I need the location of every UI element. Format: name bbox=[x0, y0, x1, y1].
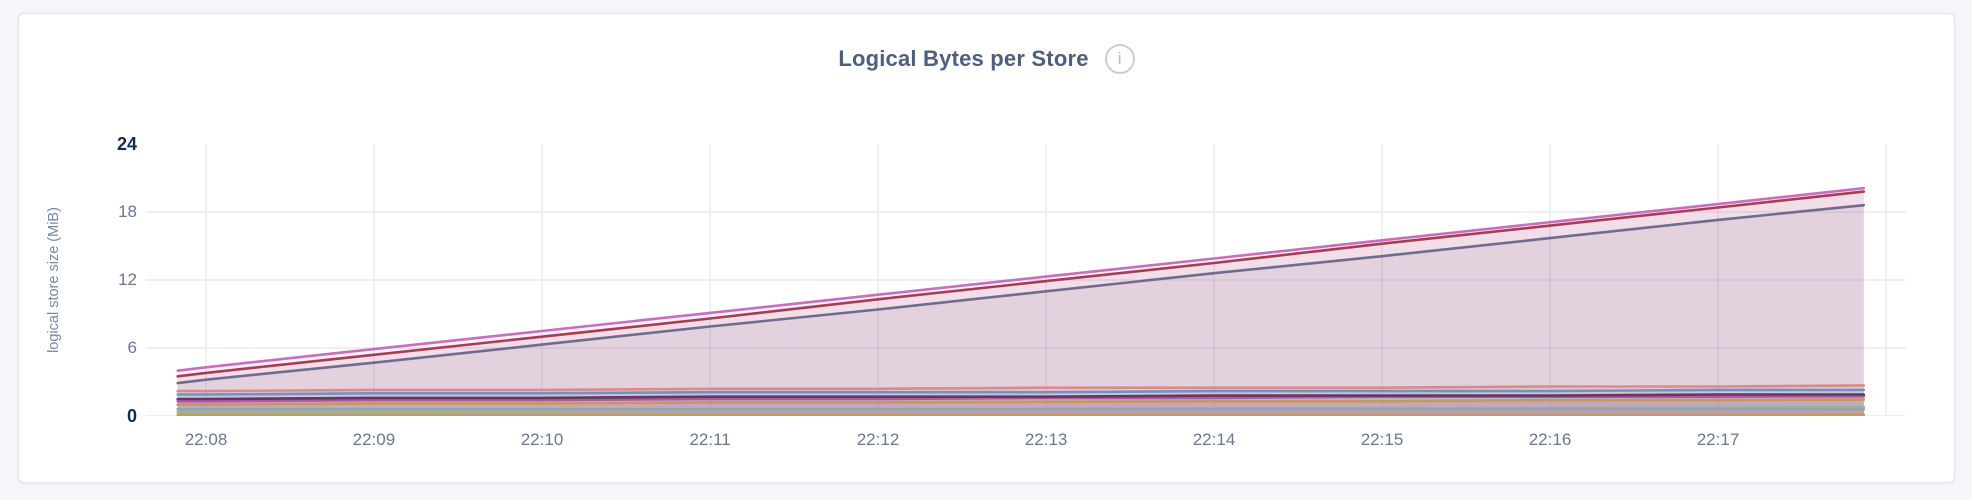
y-tick-label: 12 bbox=[118, 270, 137, 289]
x-tick-label: 22:16 bbox=[1528, 430, 1572, 449]
x-tick-label: 22:14 bbox=[1192, 430, 1236, 449]
y-tick-label: 18 bbox=[118, 202, 137, 221]
chart-title: Logical Bytes per Store bbox=[838, 46, 1089, 71]
x-tick-label: 22:10 bbox=[520, 430, 564, 449]
x-axis-ticks: 22:08 22:09 22:10 22:11 22:12 22:13 22:14 22:15… bbox=[146, 430, 1906, 456]
x-tick-label: 22:11 bbox=[689, 430, 731, 449]
y-axis-title-text: logical store size (MiB) bbox=[46, 207, 62, 353]
y-tick-label: 0 bbox=[126, 406, 137, 426]
plot-area[interactable] bbox=[146, 144, 1906, 416]
x-tick-label: 22:12 bbox=[856, 430, 900, 449]
x-tick-label: 22:13 bbox=[1024, 430, 1068, 449]
y-axis-title: logical store size (MiB) bbox=[41, 144, 67, 416]
chart-card: Logical Bytes per Store i logical store … bbox=[18, 13, 1955, 483]
y-tick-label: 24 bbox=[116, 134, 137, 154]
y-axis-ticks: 24 18 12 6 0 bbox=[77, 14, 137, 482]
info-icon[interactable]: i bbox=[1104, 44, 1135, 74]
x-tick-label: 22:15 bbox=[1360, 430, 1404, 449]
y-tick-label: 6 bbox=[127, 338, 137, 357]
x-tick-label: 22:09 bbox=[352, 430, 396, 449]
chart-header: Logical Bytes per Store i bbox=[19, 44, 1954, 74]
timeseries-chart bbox=[146, 144, 1906, 416]
x-tick-label: 22:17 bbox=[1696, 430, 1740, 449]
x-tick-label: 22:08 bbox=[184, 430, 228, 449]
